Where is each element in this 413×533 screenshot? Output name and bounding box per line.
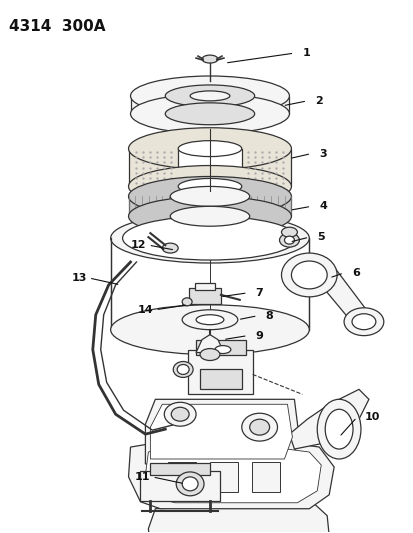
Bar bbox=[140, 471, 219, 501]
Ellipse shape bbox=[279, 233, 299, 247]
Ellipse shape bbox=[130, 94, 289, 134]
Text: 6: 6 bbox=[351, 268, 359, 278]
Ellipse shape bbox=[178, 179, 241, 195]
Ellipse shape bbox=[202, 55, 217, 63]
Ellipse shape bbox=[162, 243, 178, 253]
Ellipse shape bbox=[165, 85, 254, 107]
Ellipse shape bbox=[325, 409, 352, 449]
Ellipse shape bbox=[182, 310, 237, 330]
Ellipse shape bbox=[177, 365, 189, 375]
Polygon shape bbox=[148, 504, 328, 533]
Ellipse shape bbox=[170, 206, 249, 226]
Text: 11: 11 bbox=[135, 472, 150, 482]
Text: 13: 13 bbox=[71, 273, 87, 283]
Text: 7: 7 bbox=[255, 288, 263, 298]
Bar bbox=[189, 288, 221, 304]
Ellipse shape bbox=[130, 76, 289, 116]
Ellipse shape bbox=[128, 196, 291, 236]
Ellipse shape bbox=[249, 419, 269, 435]
Text: 4314  300A: 4314 300A bbox=[9, 19, 106, 34]
Bar bbox=[196, 340, 245, 354]
Ellipse shape bbox=[173, 361, 192, 377]
Text: 12: 12 bbox=[131, 240, 146, 250]
Ellipse shape bbox=[281, 253, 336, 297]
Polygon shape bbox=[130, 96, 289, 114]
Bar bbox=[251, 462, 279, 492]
Ellipse shape bbox=[190, 91, 229, 101]
Ellipse shape bbox=[196, 315, 223, 325]
Polygon shape bbox=[318, 267, 373, 325]
Text: 9: 9 bbox=[255, 330, 263, 341]
Text: 10: 10 bbox=[364, 412, 380, 422]
Ellipse shape bbox=[284, 236, 294, 244]
Ellipse shape bbox=[182, 298, 192, 306]
Polygon shape bbox=[145, 448, 320, 503]
Polygon shape bbox=[178, 149, 241, 187]
Ellipse shape bbox=[291, 261, 326, 289]
Ellipse shape bbox=[170, 187, 249, 206]
Bar bbox=[209, 462, 237, 492]
Bar bbox=[150, 463, 209, 475]
Text: 4: 4 bbox=[318, 201, 326, 211]
Text: 8: 8 bbox=[265, 311, 273, 321]
Text: 3: 3 bbox=[318, 149, 326, 159]
Ellipse shape bbox=[199, 349, 219, 360]
Text: 2: 2 bbox=[315, 96, 322, 106]
Ellipse shape bbox=[122, 216, 297, 260]
Ellipse shape bbox=[281, 227, 297, 237]
Ellipse shape bbox=[343, 308, 383, 336]
Text: 1: 1 bbox=[301, 48, 309, 58]
Ellipse shape bbox=[214, 345, 230, 353]
Ellipse shape bbox=[176, 472, 204, 496]
Polygon shape bbox=[289, 389, 368, 449]
Ellipse shape bbox=[241, 413, 277, 441]
Bar bbox=[195, 283, 214, 290]
Ellipse shape bbox=[171, 407, 189, 421]
Bar bbox=[199, 369, 241, 389]
Polygon shape bbox=[128, 149, 291, 187]
Polygon shape bbox=[196, 335, 223, 352]
Polygon shape bbox=[110, 238, 309, 330]
Ellipse shape bbox=[128, 128, 291, 169]
Ellipse shape bbox=[110, 305, 309, 354]
Ellipse shape bbox=[110, 213, 309, 263]
Ellipse shape bbox=[164, 402, 196, 426]
Bar bbox=[168, 462, 196, 492]
Ellipse shape bbox=[351, 314, 375, 330]
Ellipse shape bbox=[316, 399, 360, 459]
Ellipse shape bbox=[128, 166, 291, 207]
Polygon shape bbox=[145, 399, 299, 464]
Polygon shape bbox=[150, 404, 292, 459]
Text: 14: 14 bbox=[138, 305, 153, 315]
Polygon shape bbox=[128, 196, 291, 216]
Bar bbox=[188, 350, 252, 394]
Text: 5: 5 bbox=[316, 232, 324, 242]
Polygon shape bbox=[128, 442, 333, 508]
Ellipse shape bbox=[182, 477, 197, 491]
Ellipse shape bbox=[128, 176, 291, 216]
Ellipse shape bbox=[178, 141, 241, 157]
Ellipse shape bbox=[165, 103, 254, 125]
